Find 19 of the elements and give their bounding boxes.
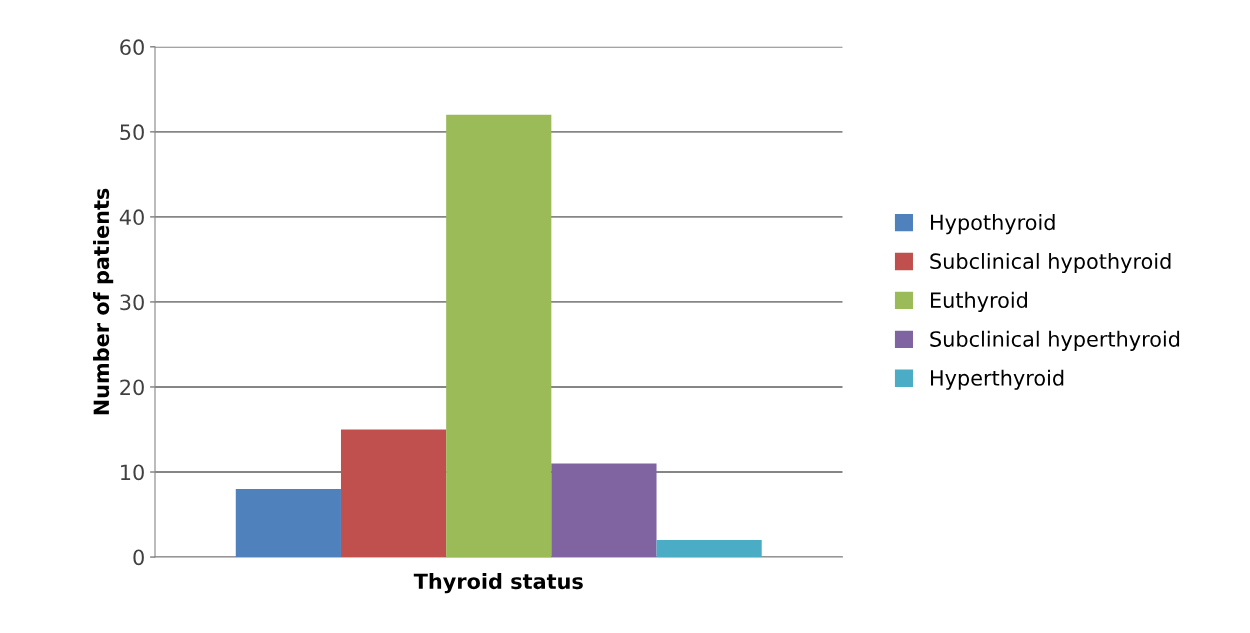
x-axis-title: Thyroid status xyxy=(413,573,583,594)
legend-label: Subclinical hypothyroid xyxy=(930,252,1171,274)
y-tick-label: 40 xyxy=(119,209,144,226)
y-tick-label: 30 xyxy=(120,294,144,311)
y-axis-title: Number of patients xyxy=(93,188,114,415)
bar xyxy=(340,429,447,558)
y-tick-label: 20 xyxy=(120,379,144,396)
legend-label: Hyperthyroid xyxy=(931,369,1064,390)
y-tick-label: 60 xyxy=(120,39,144,56)
bar xyxy=(235,489,341,558)
bar xyxy=(551,463,657,558)
legend-label: Subclinical hyperthyroid xyxy=(930,330,1180,351)
legend-label: Hypothyroid xyxy=(931,214,1055,235)
y-tick-label: 50 xyxy=(120,124,144,141)
bar xyxy=(446,114,552,558)
legend-label: Euthyroid xyxy=(931,291,1027,313)
y-tick-label: 0 xyxy=(133,549,144,566)
bar xyxy=(656,540,762,558)
y-tick-label: 10 xyxy=(121,464,144,481)
